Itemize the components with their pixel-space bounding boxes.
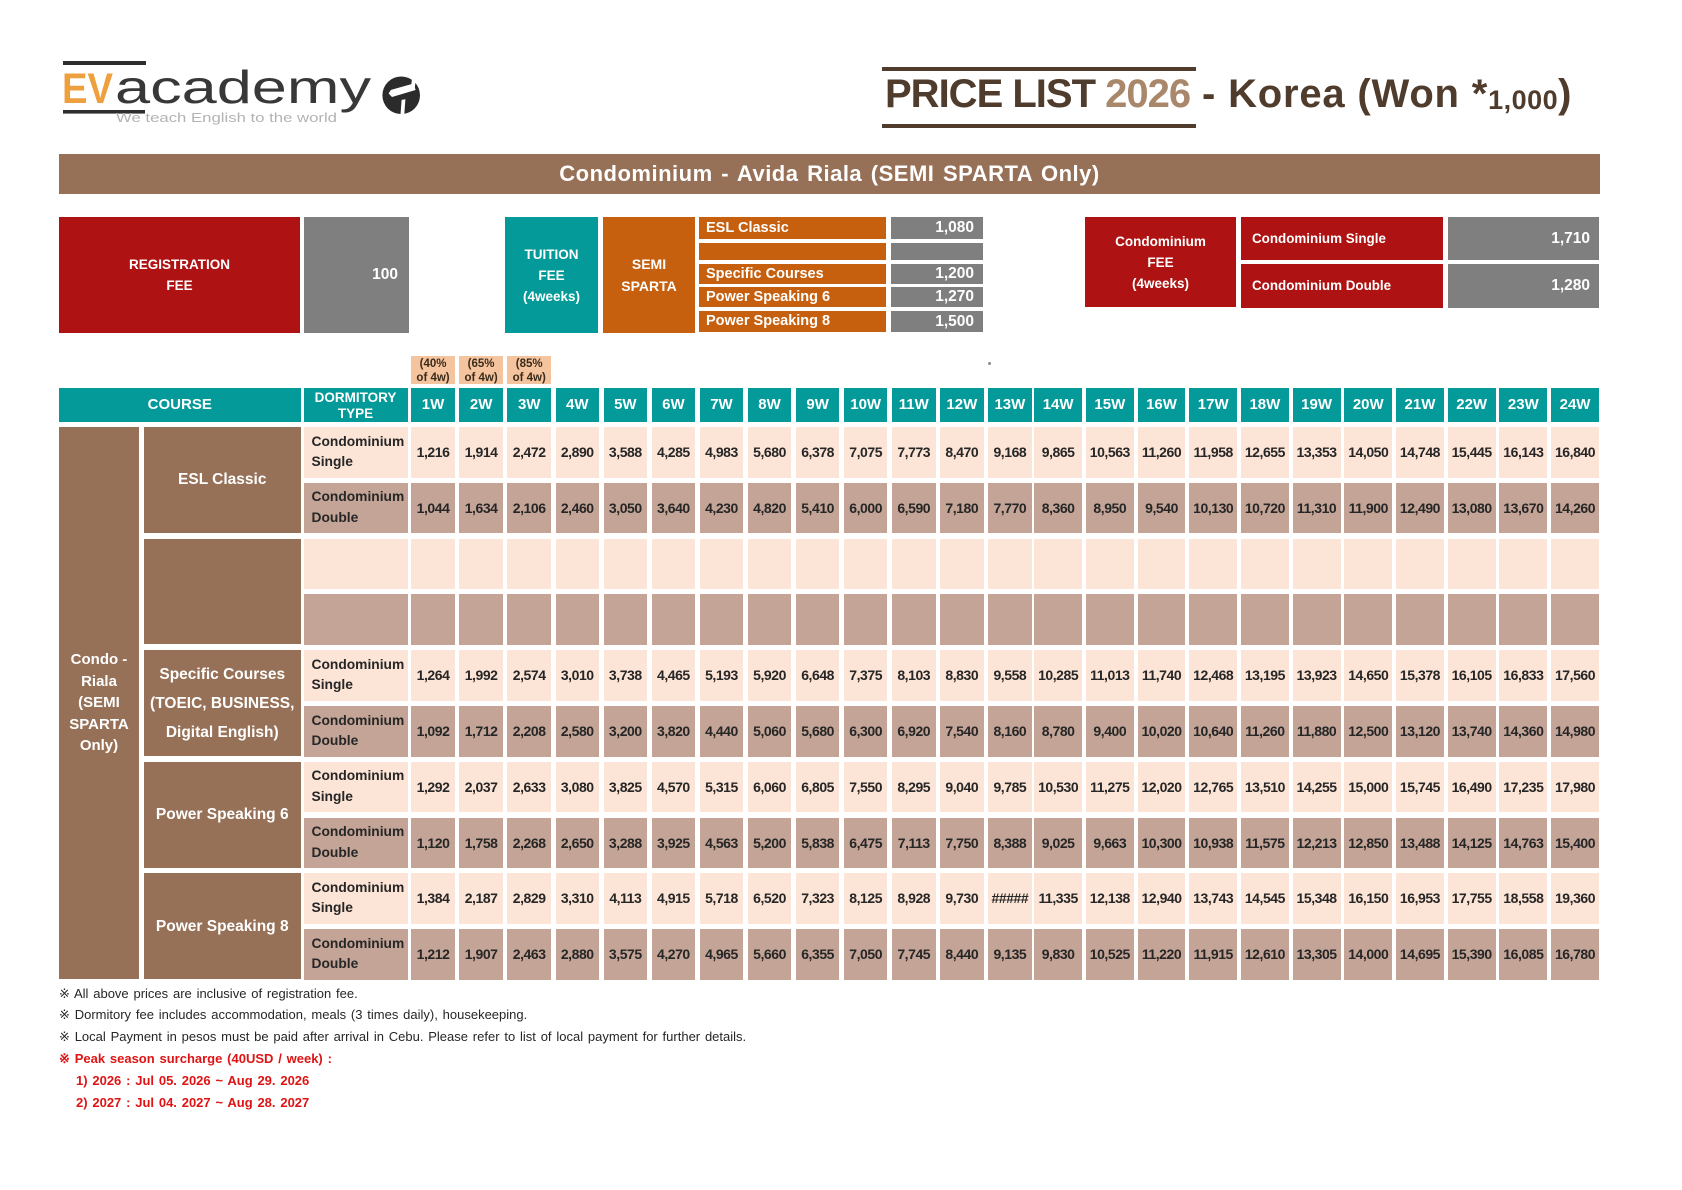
svg-text:academy: academy: [115, 61, 371, 113]
svg-text:EV: EV: [62, 65, 113, 113]
svg-text:We teach English to the world: We teach English to the world: [116, 110, 337, 125]
